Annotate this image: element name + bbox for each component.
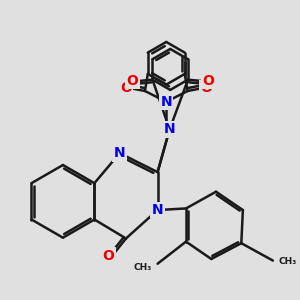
Text: O: O xyxy=(201,81,213,95)
Text: O: O xyxy=(102,249,114,263)
Text: O: O xyxy=(202,74,214,88)
Text: N: N xyxy=(152,203,164,217)
Text: CH₃: CH₃ xyxy=(134,263,152,272)
Text: O: O xyxy=(127,74,139,88)
Text: N: N xyxy=(114,146,125,160)
Text: O: O xyxy=(120,81,132,95)
Text: CH₃: CH₃ xyxy=(278,257,296,266)
Text: N: N xyxy=(164,122,176,136)
Text: N: N xyxy=(160,95,172,109)
